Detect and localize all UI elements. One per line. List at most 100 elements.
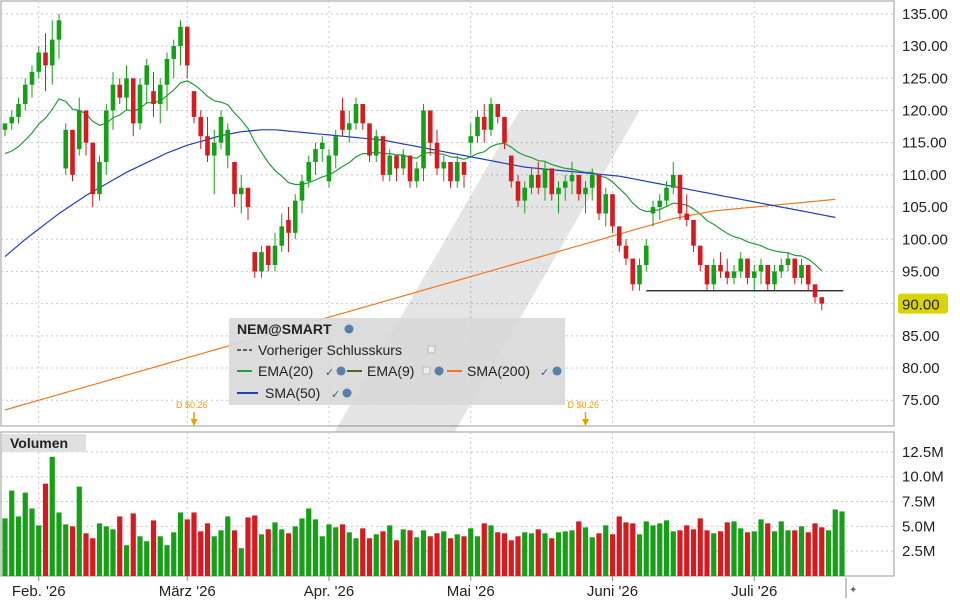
candle-body: [664, 187, 669, 201]
candle-body: [515, 181, 521, 201]
candle-body: [724, 271, 730, 278]
scroll-right-icon[interactable]: ✦: [849, 585, 857, 596]
volume-bar: [353, 538, 359, 576]
candle-body: [711, 265, 717, 285]
legend-sma200-settings-icon[interactable]: [552, 366, 562, 376]
candle-body: [83, 110, 89, 143]
volume-tick-label: 5.0M: [902, 518, 935, 535]
candle-body: [488, 104, 494, 130]
volume-bar: [481, 523, 487, 576]
candle-body: [454, 161, 460, 182]
volume-tick-label: 7.5M: [902, 494, 935, 511]
candle-body: [522, 187, 528, 201]
legend-sma50-settings-icon[interactable]: [342, 388, 352, 398]
legend-prev-close-label: Vorheriger Schlusskurs: [258, 342, 402, 358]
candle-body: [623, 245, 629, 259]
legend-background: [229, 318, 565, 405]
volume-bar: [245, 517, 251, 576]
candle-body: [9, 116, 15, 124]
candle-body: [630, 258, 636, 285]
candle-body: [778, 265, 784, 272]
volume-bar: [690, 529, 697, 576]
volume-bar: [292, 526, 298, 576]
candle-body: [508, 155, 514, 182]
candle-body: [333, 136, 339, 156]
candle-body: [731, 271, 737, 278]
price-tick-label: 80.00: [902, 360, 940, 377]
candle-body: [90, 142, 96, 195]
volume-bar: [123, 545, 130, 576]
legend-ema20-check-icon[interactable]: ✓: [325, 366, 334, 379]
candle-body: [117, 84, 123, 98]
volume-bar: [103, 526, 109, 576]
candle-body: [124, 78, 129, 98]
candle-body: [353, 104, 359, 124]
volume-bar: [279, 529, 285, 576]
volume-bar: [798, 526, 805, 576]
volume-bar: [63, 524, 69, 576]
volume-bar: [501, 533, 508, 576]
last-price-marker: 90.00: [898, 293, 948, 314]
volume-bar: [42, 483, 49, 576]
candle-body: [529, 174, 534, 188]
candle-body: [137, 84, 143, 124]
legend-sma50-check-icon[interactable]: ✓: [331, 388, 340, 401]
legend-prev-close-toggle-icon[interactable]: [427, 345, 436, 354]
volume-bar: [333, 527, 339, 576]
x-axis-label: Apr. '26: [304, 583, 354, 600]
legend-ema20-settings-icon[interactable]: [336, 366, 346, 376]
volume-bar: [549, 538, 555, 576]
candle-body: [178, 26, 183, 47]
volume-bar: [643, 521, 649, 576]
volume-bar: [69, 526, 76, 576]
candle-body: [549, 168, 555, 195]
volume-bar: [211, 536, 217, 576]
dividend-arrow-head: [582, 419, 589, 426]
legend-ema9-toggle-icon[interactable]: [422, 366, 431, 375]
candle-body: [184, 26, 190, 66]
price-tick-label: 75.00: [902, 392, 940, 409]
volume-bar: [623, 522, 629, 576]
candle-body: [286, 219, 291, 233]
volume-bar: [198, 531, 204, 576]
volume-bar: [137, 536, 143, 576]
volume-bar: [90, 538, 96, 576]
volume-bar: [366, 538, 373, 576]
x-axis-label: Juni '26: [587, 583, 638, 600]
legend: NEM@SMART Vorheriger Schlusskurs EMA(20)…: [229, 318, 565, 405]
candle-body: [495, 104, 501, 117]
candle-body: [211, 142, 217, 156]
legend-sma200-check-icon[interactable]: ✓: [540, 366, 549, 379]
candle-body: [738, 258, 744, 272]
volume-tick-label: 10.0M: [902, 469, 944, 486]
volume-bar: [609, 534, 616, 576]
candle-body: [697, 245, 703, 266]
candle-body: [475, 116, 480, 137]
volume-bar: [49, 456, 55, 576]
volume-bar: [636, 534, 643, 576]
volume-bar: [515, 536, 521, 576]
volume-bar: [83, 533, 89, 576]
volume-bar: [96, 523, 103, 576]
candle-body: [63, 129, 69, 169]
candle-body: [191, 91, 197, 117]
candle-body: [650, 207, 656, 214]
legend-ema9-settings-icon[interactable]: [434, 366, 444, 376]
candle-body: [299, 181, 305, 201]
volume-bar: [630, 523, 636, 576]
volume-bar: [508, 540, 514, 576]
volume-bar: [677, 530, 683, 576]
volume-bar: [299, 518, 305, 576]
candle-body: [265, 245, 271, 266]
candle-body: [684, 213, 690, 220]
candle-body: [819, 297, 825, 304]
candle-body: [319, 142, 325, 150]
volume-bar: [164, 545, 170, 576]
candle-body: [805, 265, 811, 285]
legend-settings-icon[interactable]: [344, 324, 354, 334]
candle-body: [569, 174, 575, 182]
dividend-label: D $0.26: [176, 400, 208, 410]
volume-bar: [461, 536, 467, 576]
volume-bar: [495, 532, 501, 576]
volume-bar: [184, 519, 190, 576]
